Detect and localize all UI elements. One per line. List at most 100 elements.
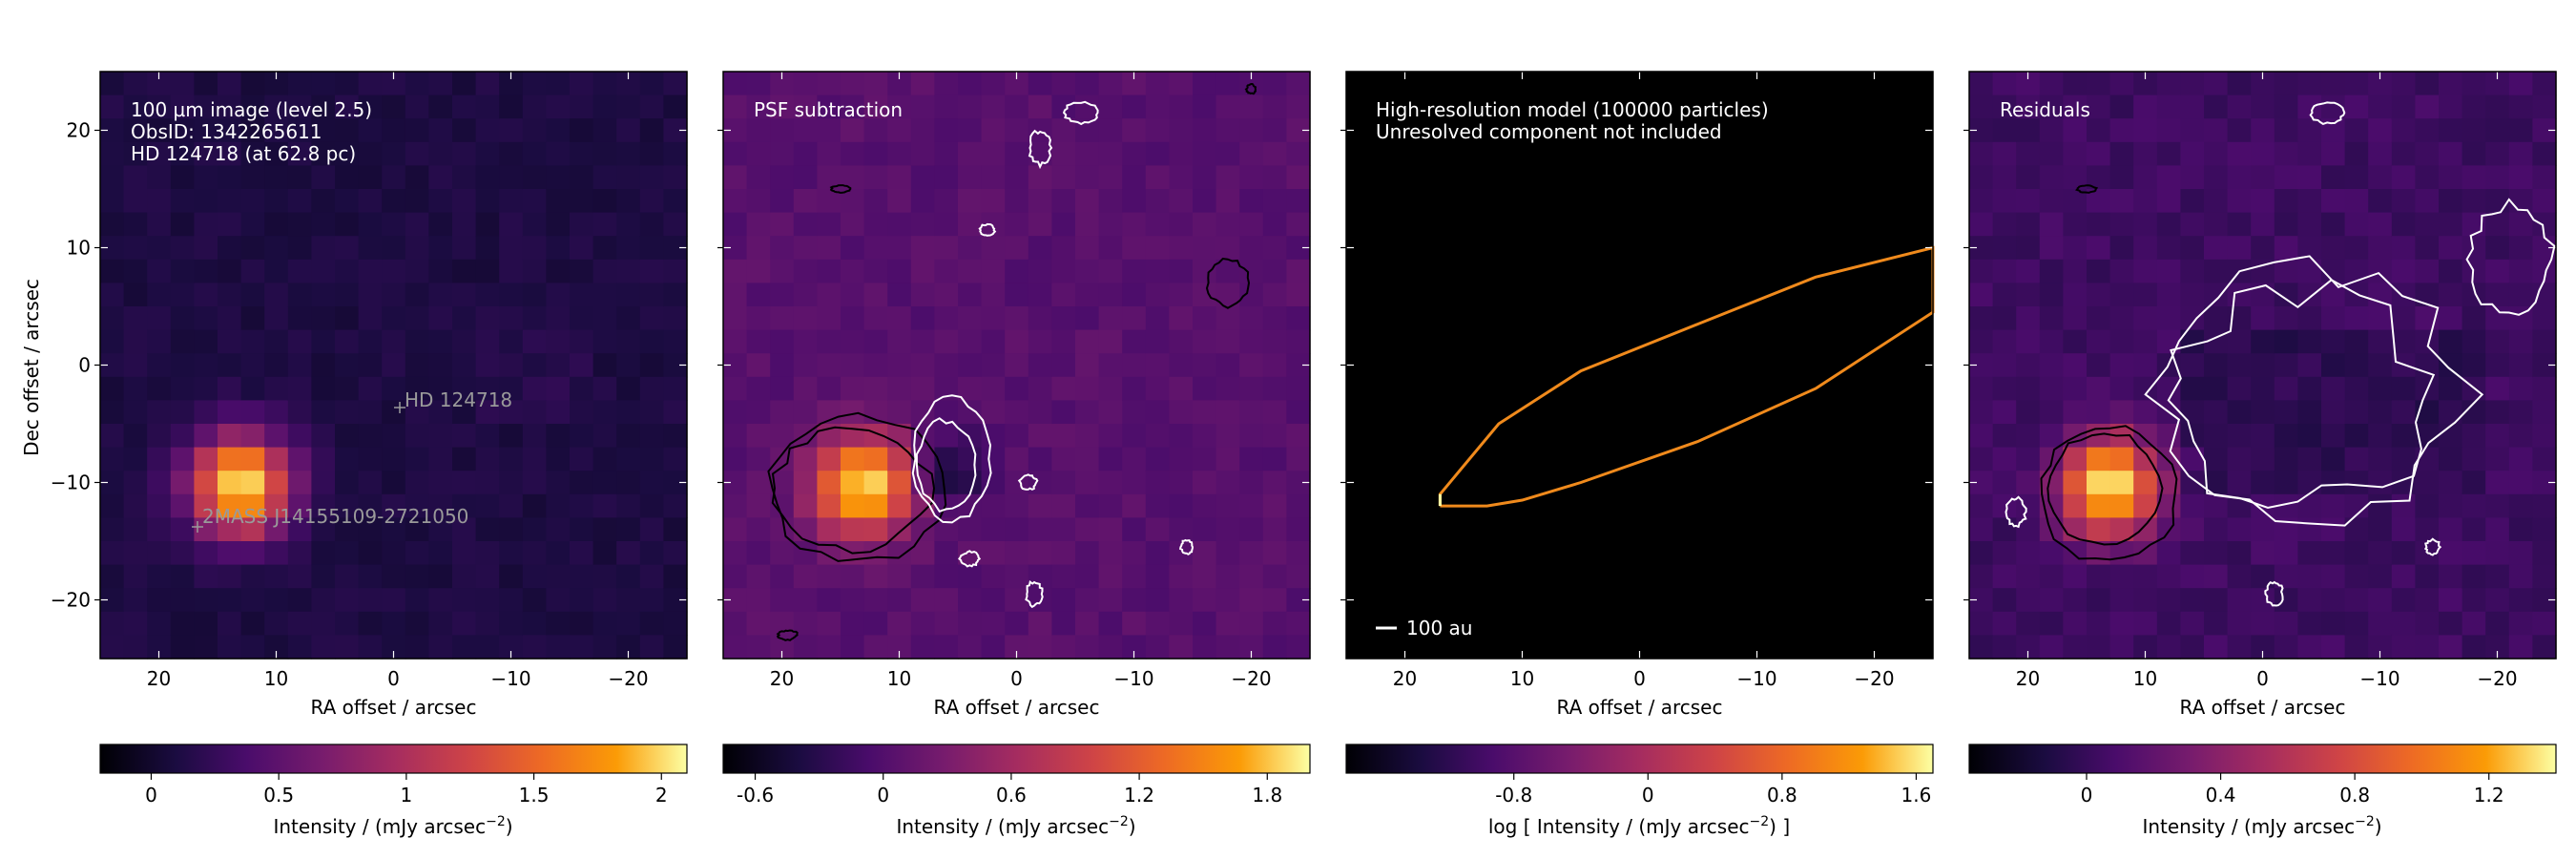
heatmap-pixel — [2063, 306, 2088, 331]
heatmap-pixel — [240, 376, 265, 401]
heatmap-pixel — [746, 400, 771, 425]
heatmap-pixel — [218, 212, 242, 237]
colorbar-2-label: Intensity / (mJy arcsec−2) — [896, 814, 1135, 838]
heatmap-pixel — [2368, 283, 2393, 307]
heatmap-pixel — [452, 471, 477, 495]
heatmap-4 — [1969, 72, 2557, 660]
heatmap-pixel — [2274, 471, 2298, 495]
panel-2-line-1: PSF subtraction — [754, 98, 903, 121]
heatmap-pixel — [2156, 635, 2181, 660]
heatmap-pixel — [2415, 635, 2440, 660]
x-tick-label: 10 — [1510, 667, 1534, 690]
heatmap-pixel — [499, 588, 524, 613]
panel-frame-3 — [1345, 71, 1934, 660]
heatmap-pixel — [287, 353, 312, 378]
heatmap-pixel — [817, 376, 841, 401]
heatmap-pixel — [1122, 376, 1147, 401]
heatmap-pixel — [546, 376, 571, 401]
heatmap-pixel — [2180, 236, 2205, 261]
heatmap-pixel — [2109, 329, 2134, 354]
heatmap-pixel — [194, 353, 218, 378]
x-tick-label: 10 — [2133, 667, 2157, 690]
heatmap-pixel — [2133, 212, 2158, 237]
heatmap-pixel — [335, 259, 360, 283]
heatmap-pixel — [570, 118, 594, 143]
heatmap-pixel — [934, 400, 959, 425]
heatmap-pixel — [958, 471, 983, 495]
heatmap-pixel — [2439, 72, 2463, 96]
heatmap-pixel — [1169, 306, 1194, 331]
heatmap-pixel — [2180, 94, 2205, 119]
heatmap-pixel — [1005, 588, 1029, 613]
heatmap-pixel — [934, 588, 959, 613]
heatmap-pixel — [2368, 564, 2393, 589]
heatmap-pixel — [452, 353, 477, 378]
heatmap-pixel — [2297, 329, 2322, 354]
heatmap-pixel — [1145, 564, 1170, 589]
heatmap-pixel — [1145, 165, 1170, 190]
heatmap-pixel — [1169, 447, 1194, 471]
heatmap-pixel — [2204, 611, 2229, 636]
heatmap-pixel — [2109, 141, 2134, 166]
heatmap-pixel — [522, 635, 547, 660]
heatmap-pixel — [639, 165, 664, 190]
heatmap-pixel — [981, 353, 1006, 378]
heatmap-pixel — [2532, 493, 2557, 518]
heatmap-pixel — [723, 165, 748, 190]
heatmap-pixel — [2321, 165, 2346, 190]
heatmap-pixel — [1028, 635, 1052, 660]
heatmap-pixel — [2368, 141, 2393, 166]
colorbar-4-gradient — [1968, 744, 2557, 774]
heatmap-pixel — [1286, 635, 1311, 660]
heatmap-pixel — [2391, 118, 2416, 143]
heatmap-pixel — [218, 72, 242, 96]
heatmap-pixel — [264, 447, 289, 471]
heatmap-pixel — [147, 564, 172, 589]
heatmap-pixel — [428, 400, 453, 425]
heatmap-pixel — [2087, 611, 2111, 636]
heatmap-pixel — [746, 376, 771, 401]
heatmap-pixel — [218, 353, 242, 378]
heatmap-pixel — [546, 165, 571, 190]
heatmap-pixel — [1145, 588, 1170, 613]
heatmap-pixel — [723, 306, 748, 331]
heatmap-pixel — [958, 564, 983, 589]
heatmap-pixel — [2391, 424, 2416, 449]
heatmap-pixel — [147, 353, 172, 378]
heatmap-pixel — [1215, 493, 1240, 518]
heatmap-pixel — [1005, 447, 1029, 471]
heatmap-pixel — [2297, 72, 2322, 96]
heatmap-pixel — [2039, 72, 2064, 96]
heatmap-pixel — [2063, 447, 2088, 471]
heatmap-pixel — [2297, 611, 2322, 636]
colorbar-3-label: log [ Intensity / (mJy arcsec−2) ] — [1488, 814, 1790, 838]
heatmap-pixel — [570, 424, 594, 449]
heatmap-pixel — [218, 447, 242, 471]
heatmap-pixel — [428, 189, 453, 214]
heatmap-pixel — [1122, 611, 1147, 636]
heatmap-pixel — [2087, 236, 2111, 261]
heatmap-pixel — [2063, 141, 2088, 166]
heatmap-pixel — [2274, 118, 2298, 143]
heatmap-pixel — [570, 236, 594, 261]
heatmap-pixel — [639, 306, 664, 331]
heatmap-pixel — [287, 635, 312, 660]
heatmap-pixel — [887, 189, 912, 214]
heatmap-pixel — [1193, 541, 1217, 566]
heatmap-pixel — [1005, 329, 1029, 354]
heatmap-pixel — [358, 165, 383, 190]
heatmap-pixel — [1005, 376, 1029, 401]
heatmap-pixel — [287, 306, 312, 331]
heatmap-pixel — [793, 329, 818, 354]
heatmap-pixel — [1051, 400, 1076, 425]
heatmap-pixel — [2227, 541, 2252, 566]
heatmap-pixel — [1145, 424, 1170, 449]
x-tick-label: 0 — [1633, 667, 1646, 690]
heatmap-pixel — [2439, 376, 2463, 401]
heatmap-pixel — [311, 635, 336, 660]
heatmap-pixel — [1098, 471, 1123, 495]
heatmap-pixel — [639, 447, 664, 471]
heatmap-pixel — [934, 353, 959, 378]
heatmap-pixel — [887, 400, 912, 425]
